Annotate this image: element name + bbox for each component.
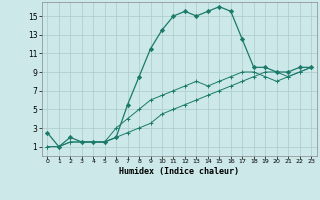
- X-axis label: Humidex (Indice chaleur): Humidex (Indice chaleur): [119, 167, 239, 176]
